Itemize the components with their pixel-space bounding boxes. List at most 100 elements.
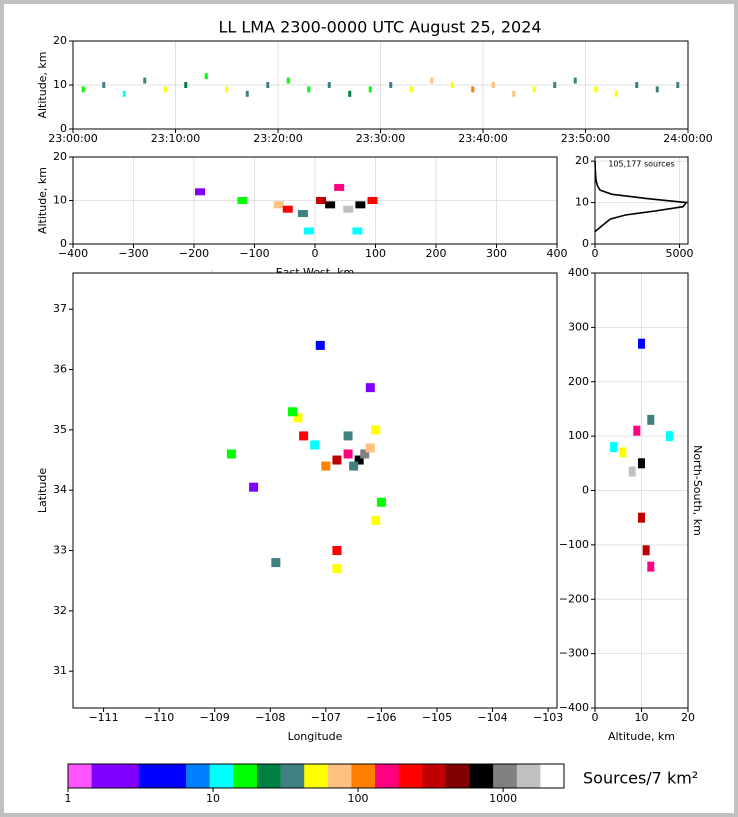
source-cell bbox=[102, 82, 106, 88]
source-cell bbox=[647, 414, 655, 425]
source-cell bbox=[610, 442, 618, 452]
source-cell bbox=[628, 466, 636, 477]
y-tick-label: 33 bbox=[53, 544, 67, 557]
source-cell bbox=[332, 564, 342, 574]
plot-area bbox=[595, 157, 688, 244]
y-tick-label: 200 bbox=[568, 375, 589, 388]
y-axis-label: North-South, km bbox=[691, 445, 704, 536]
colorbar-segment bbox=[540, 764, 565, 788]
x-tick-label: 23:30:00 bbox=[356, 132, 405, 145]
source-cell bbox=[376, 497, 386, 507]
x-tick-label: −108 bbox=[255, 711, 285, 724]
source-cell bbox=[389, 82, 393, 88]
source-cell bbox=[365, 383, 375, 393]
y-tick-label: 0 bbox=[582, 484, 589, 497]
y-tick-label: −400 bbox=[559, 701, 589, 714]
colorbar-segment bbox=[209, 764, 234, 788]
plot-area bbox=[73, 273, 557, 708]
source-cell bbox=[352, 227, 363, 235]
axes-frame bbox=[72, 156, 558, 245]
colorbar-segment bbox=[68, 764, 92, 788]
y-tick-label: 10 bbox=[53, 78, 67, 91]
x-tick-label: 23:00:00 bbox=[48, 132, 97, 145]
source-cell bbox=[271, 558, 281, 568]
source-cell bbox=[307, 86, 311, 93]
x-tick-label: −109 bbox=[200, 711, 230, 724]
source-cell bbox=[266, 82, 270, 88]
x-axis-label: Longitude bbox=[288, 730, 343, 743]
source-cell bbox=[343, 449, 353, 459]
x-tick-label: 5000 bbox=[666, 247, 694, 260]
source-cell bbox=[594, 86, 598, 93]
y-tick-label: 35 bbox=[53, 423, 67, 436]
source-cell bbox=[371, 515, 381, 525]
source-cell bbox=[332, 546, 342, 556]
source-cell bbox=[371, 425, 381, 435]
source-cell bbox=[655, 86, 659, 93]
x-tick-label: 23:40:00 bbox=[458, 132, 507, 145]
y-tick-label: 20 bbox=[53, 34, 67, 47]
y-tick-label: 20 bbox=[53, 150, 67, 163]
x-tick-label: 200 bbox=[426, 247, 447, 260]
y-axis-label: Altitude, km bbox=[36, 167, 49, 234]
y-tick-label: 100 bbox=[568, 429, 589, 442]
colorbar-segment bbox=[469, 764, 494, 788]
source-cell bbox=[325, 201, 336, 209]
source-cell bbox=[633, 425, 641, 436]
source-cell bbox=[303, 227, 314, 235]
axes-frame bbox=[594, 156, 689, 245]
axes-frame bbox=[594, 272, 689, 709]
colorbar-segment bbox=[186, 764, 211, 788]
source-cell bbox=[665, 431, 673, 442]
y-tick-label: 0 bbox=[60, 237, 67, 250]
source-cell bbox=[249, 482, 259, 492]
colorbar-segment bbox=[256, 764, 281, 788]
source-cell bbox=[532, 86, 536, 93]
colorbar-segment bbox=[115, 764, 140, 788]
colorbar-label: Sources/7 km² bbox=[583, 769, 698, 788]
y-tick-label: 10 bbox=[53, 194, 67, 207]
x-tick-label: 23:50:00 bbox=[561, 132, 610, 145]
source-cell bbox=[297, 210, 308, 218]
x-tick-label: 100 bbox=[365, 247, 386, 260]
colorbar-segment bbox=[351, 764, 376, 788]
colorbar-segment bbox=[304, 764, 329, 788]
y-tick-label: 32 bbox=[53, 604, 67, 617]
annotation: 105,177 sources bbox=[608, 160, 674, 169]
source-cell bbox=[368, 86, 372, 93]
y-axis-label: Altitude, km bbox=[36, 51, 49, 118]
colorbar-segment bbox=[375, 764, 399, 788]
source-cell bbox=[354, 455, 364, 465]
source-cell bbox=[225, 86, 229, 93]
colorbar-segment bbox=[233, 764, 258, 788]
source-cell bbox=[409, 86, 413, 93]
source-cell bbox=[573, 77, 577, 84]
source-cell bbox=[237, 197, 248, 204]
x-tick-label: −100 bbox=[239, 247, 269, 260]
source-cell bbox=[334, 183, 345, 191]
source-cell bbox=[614, 90, 618, 97]
source-cell bbox=[332, 455, 342, 465]
x-tick-label: −300 bbox=[118, 247, 148, 260]
source-cell bbox=[553, 82, 557, 88]
source-cell bbox=[360, 449, 370, 459]
source-cell bbox=[245, 90, 249, 97]
source-cell bbox=[349, 461, 359, 471]
colorbar-segment bbox=[280, 764, 305, 788]
source-cell bbox=[195, 188, 206, 196]
y-tick-label: 10 bbox=[575, 196, 589, 209]
y-tick-label: 34 bbox=[53, 483, 67, 496]
source-cell bbox=[638, 458, 645, 469]
y-tick-label: 31 bbox=[53, 664, 67, 677]
y-axis-label: Latitude bbox=[36, 468, 49, 514]
source-cell bbox=[321, 461, 331, 471]
x-tick-label: 20 bbox=[681, 711, 695, 724]
chart-title: LL LMA 2300-0000 UTC August 25, 2024 bbox=[218, 18, 541, 37]
x-tick-label: 0 bbox=[312, 247, 319, 260]
source-cell bbox=[367, 197, 378, 204]
source-cell bbox=[310, 440, 320, 450]
x-tick-label: 300 bbox=[486, 247, 507, 260]
x-tick-label: −107 bbox=[311, 711, 341, 724]
colorbar-segment bbox=[91, 764, 116, 788]
